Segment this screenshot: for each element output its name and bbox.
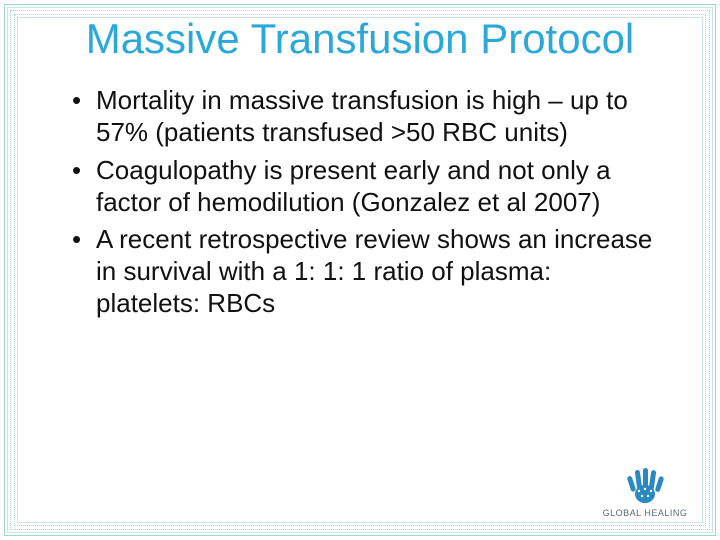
bullet-item: A recent retrospective review shows an i…: [72, 224, 656, 319]
slide-title: Massive Transfusion Protocol: [54, 16, 666, 61]
bullet-item: Mortality in massive transfusion is high…: [72, 85, 656, 148]
handprint-icon: [600, 466, 690, 506]
brand-logo: GLOBAL HEALING: [600, 466, 690, 518]
slide-container: Massive Transfusion Protocol Mortality i…: [0, 0, 720, 540]
bullet-item: Coagulopathy is present early and not on…: [72, 155, 656, 218]
bullet-list: Mortality in massive transfusion is high…: [72, 85, 656, 319]
brand-logo-text: GLOBAL HEALING: [600, 508, 690, 518]
